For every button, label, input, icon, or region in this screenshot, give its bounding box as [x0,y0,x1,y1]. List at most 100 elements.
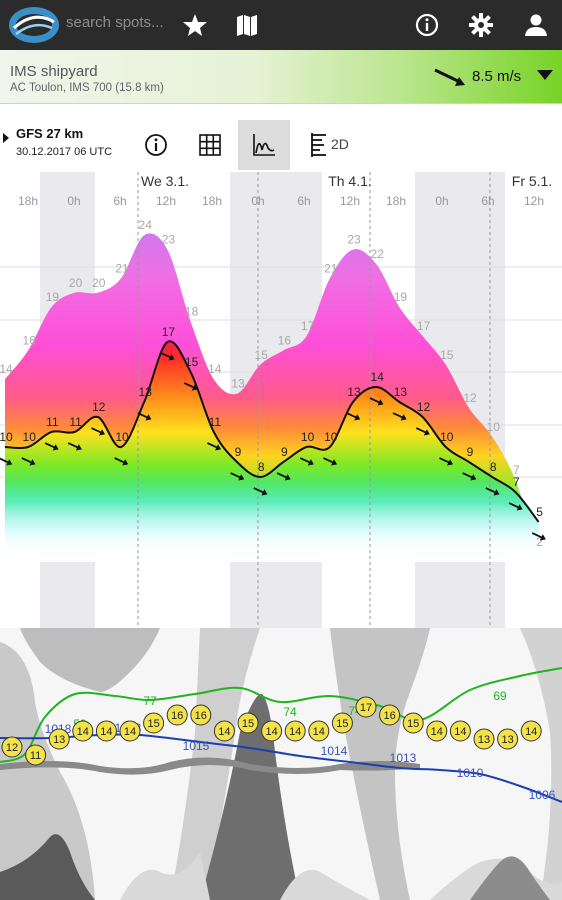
search-input[interactable]: search spots... [66,14,164,31]
spot-subtitle: AC Toulon, IMS 700 (15.8 km) [10,82,164,94]
wind-arrow-icon [160,352,175,361]
humidity-label: 77 [143,694,157,708]
wind-arrow-icon [369,397,384,406]
cloud-upper-area [20,628,160,692]
time-labels: 18h 0h 6h 12h 18h 0h 6h 12h 18h 0h 6h 12h [18,194,544,208]
temperature-label: 14 [0,362,13,376]
cloud-cover-marker [308,720,330,742]
temperature-label: 2 [536,535,543,549]
wind-arrow-icon [323,457,338,466]
cloud-high-peak [200,693,300,900]
time-label: 0h [251,194,264,208]
wind-speed-label: 11 [69,415,82,429]
cloud-cover-label: 14 [454,726,466,738]
time-label: 18h [202,194,222,208]
day-label: Fr 5.1. [512,173,552,189]
temperature-label: 21 [115,261,129,275]
temperature-label: 10 [487,420,501,434]
cloud-low-dark-right [470,856,550,900]
temperature-label: 19 [394,290,408,304]
cloud-cover-marker [402,712,424,734]
cloud-cover-marker [143,712,165,734]
time-label: 12h [524,194,544,208]
temperature-labels: 14 16 19 20 20 21 24 23 18 14 13 15 16 17 21 23 22 19 17 15… [0,218,543,549]
temperature-label: 17 [301,319,315,333]
user-icon[interactable] [521,10,551,40]
cloud-cover-label: 16 [195,710,207,722]
cloud-low-area [0,834,95,900]
map-icon[interactable] [232,10,262,40]
time-label: 18h [386,194,406,208]
wind-speed-label: 13 [347,385,361,399]
wind-arrow-icon [462,472,477,481]
cloud-cover-marker [166,704,188,726]
cloud-cover-marker [213,720,235,742]
day-label: Th 4.1. [328,173,372,189]
wind-arrow-icon [0,457,13,466]
wind-speed-label: 11 [209,415,222,429]
wind-arrow-icon [183,382,198,391]
model-run-date: 30.12.2017 06 UTC [16,146,113,158]
wind-speed-label: 10 [0,430,13,444]
pressure-label: 1015 [183,739,210,753]
cloud-cover-marker [426,720,448,742]
time-label: 18h [18,194,38,208]
cloud-cover-label: 14 [124,726,136,738]
wind-speed-label: 10 [440,430,454,444]
wind-speed-label: 17 [162,325,176,339]
model-info-button[interactable] [130,120,182,170]
pressure-label: 1006 [529,788,556,802]
wind-arrow-icon [21,457,36,466]
cloud-cover-marker [25,744,47,766]
wind-speed-label: 14 [371,370,385,384]
cloud-cover-marker [284,720,306,742]
temperature-label: 7 [513,463,520,477]
wind-speed-label: 10 [115,430,129,444]
graph-view-button[interactable] [238,120,290,170]
2d-view-label[interactable]: 2D [331,136,349,152]
time-label: 6h [113,194,126,208]
wind-speed-label: 9 [235,445,242,459]
wind-speed-label: 12 [417,400,431,414]
wind-speed-label: 7 [513,475,520,489]
star-icon[interactable] [180,10,210,40]
table-view-button[interactable] [184,120,236,170]
wind-arrow-icon [114,457,129,466]
wind-arrow-icon [299,457,314,466]
wind-arrow-icon [67,442,82,451]
cloud-cover-label: 15 [336,718,348,730]
time-label: 0h [435,194,448,208]
wind-speed-label: 8 [490,460,497,474]
spot-header[interactable] [0,50,562,104]
wind-speed-label: 10 [301,430,315,444]
cloud-cover-label: 16 [383,710,395,722]
wind-arrow-icon [207,442,222,451]
cloud-cover-label: 15 [242,718,254,730]
cloud-cover-marker [331,712,353,734]
model-caret-icon[interactable] [2,132,10,144]
info-icon[interactable] [412,10,442,40]
temperature-label: 21 [324,261,338,275]
cloud-cover-label: 16 [171,710,183,722]
cloud-cover-marker [497,728,519,750]
wind-speed-label: 10 [324,430,338,444]
cloud-cover-marker [48,728,70,750]
gear-icon[interactable] [466,10,496,40]
chevron-down-icon[interactable] [536,68,554,82]
cloud-cover-label: 14 [265,726,277,738]
cloud-low-hills [120,852,562,900]
wind-arrow-icon [439,457,454,466]
temperature-label: 24 [139,218,153,232]
wind-speed-line [4,340,540,523]
model-name[interactable]: GFS 27 km [16,126,84,141]
cloud-cover-label: 14 [289,726,301,738]
cloud-cover-marker [473,728,495,750]
2d-view-button[interactable] [292,120,344,170]
wind-arrow-icon [392,412,407,421]
wind-speed-label: 9 [281,445,288,459]
forecast-chart[interactable]: 14 16 19 20 20 21 24 23 18 14 13 15 16 17 21 23 22 19 17 15… [0,172,562,900]
wind-speed-label: 11 [46,415,59,429]
wind-arrow-icon [253,487,268,496]
windy-logo-icon[interactable] [8,6,60,44]
cloud-far-right-area [520,628,562,900]
